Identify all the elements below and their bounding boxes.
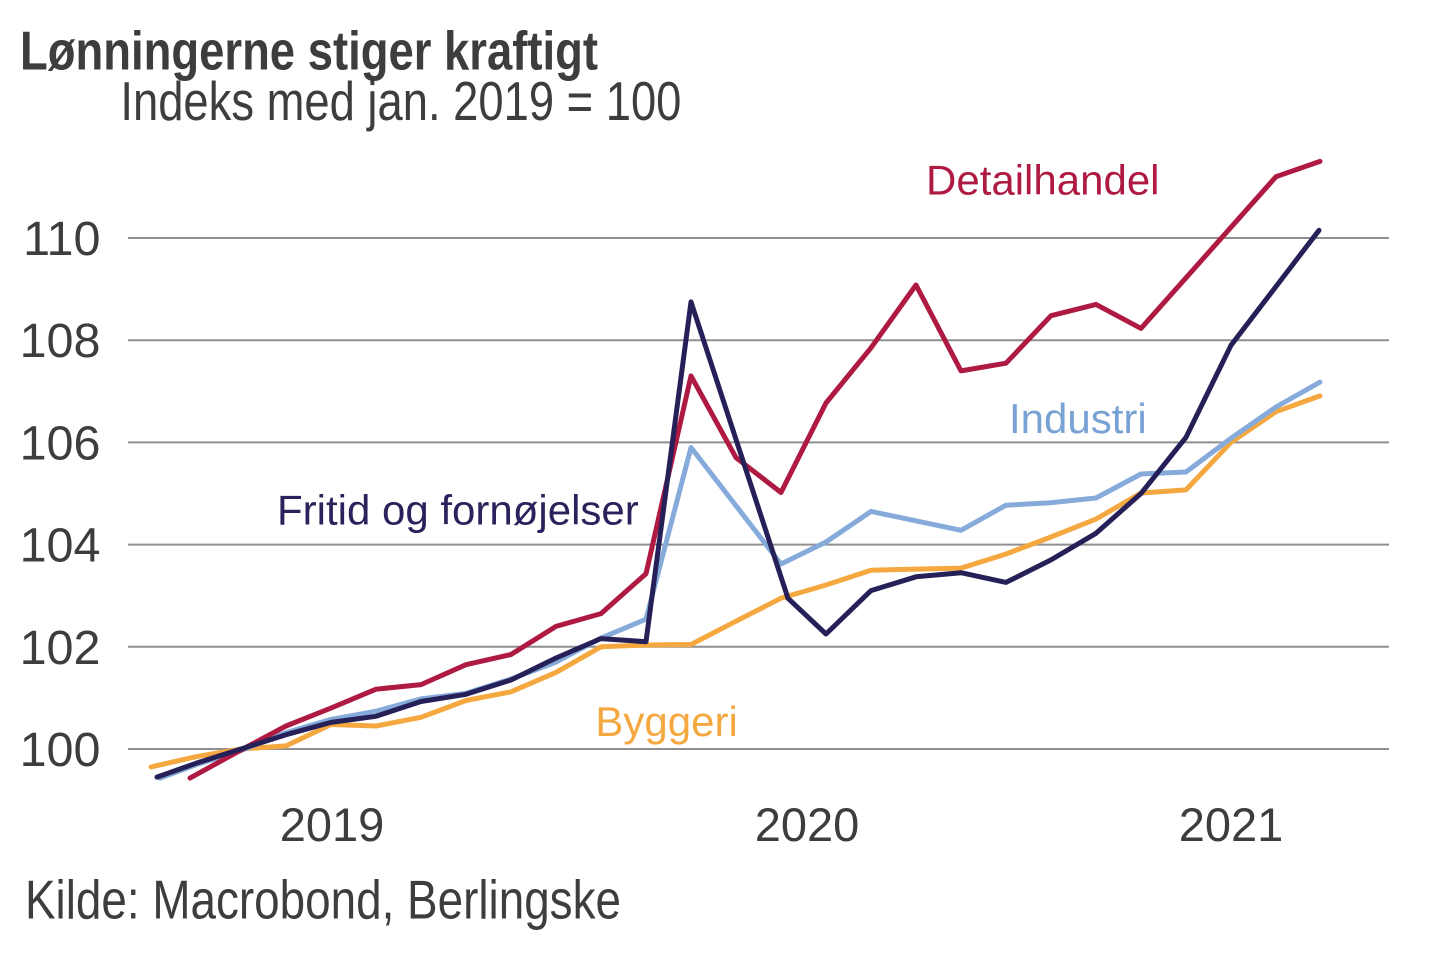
- svg-text:104: 104: [20, 519, 101, 573]
- svg-text:Kilde: Macrobond, Berlingske: Kilde: Macrobond, Berlingske: [25, 868, 621, 930]
- svg-text:2019: 2019: [280, 798, 385, 851]
- svg-text:100: 100: [20, 723, 101, 777]
- svg-text:Lønningerne stiger kraftigt: Lønningerne stiger kraftigt: [20, 20, 598, 82]
- svg-text:Fritid og fornøjelser: Fritid og fornøjelser: [277, 486, 639, 533]
- svg-text:Indeks med jan. 2019 = 100: Indeks med jan. 2019 = 100: [120, 70, 681, 132]
- svg-text:Byggeri: Byggeri: [595, 698, 737, 745]
- svg-text:2021: 2021: [1179, 798, 1284, 851]
- svg-text:106: 106: [20, 416, 101, 470]
- svg-text:Industri: Industri: [1009, 395, 1147, 442]
- svg-text:Detailhandel: Detailhandel: [926, 157, 1160, 204]
- svg-text:102: 102: [20, 621, 101, 675]
- svg-text:108: 108: [20, 314, 101, 368]
- svg-text:2020: 2020: [755, 798, 860, 851]
- svg-text:110: 110: [23, 212, 100, 266]
